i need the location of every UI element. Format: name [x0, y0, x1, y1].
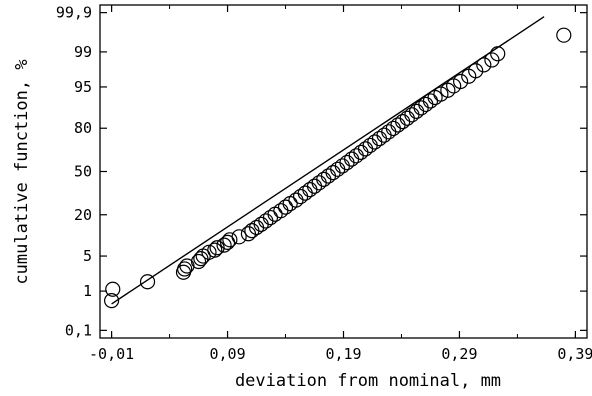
data-point — [422, 93, 439, 109]
data-point — [440, 82, 456, 98]
y-tick-label: 99,9 — [56, 4, 92, 22]
data-point — [413, 100, 429, 116]
data-point — [277, 199, 294, 215]
data-point — [490, 46, 506, 62]
data-point — [348, 148, 364, 164]
data-point — [209, 240, 225, 256]
data-point — [344, 151, 360, 167]
data-point — [484, 52, 500, 68]
data-point — [302, 182, 318, 198]
data-point — [222, 232, 238, 248]
data-point — [216, 237, 232, 253]
x-tick-label: 0,39 — [557, 345, 592, 363]
data-point — [105, 281, 121, 297]
y-tick-label: 95 — [74, 78, 92, 96]
x-axis-title: deviation from nominal, mm — [235, 371, 501, 391]
data-point — [311, 175, 327, 191]
y-tick-label: 99 — [74, 43, 92, 61]
data-point — [330, 161, 346, 177]
data-point — [258, 213, 274, 229]
data-point — [381, 124, 397, 140]
data-point — [306, 178, 323, 194]
plot-area-border — [99, 4, 588, 339]
data-point — [371, 130, 388, 147]
data-point — [418, 96, 434, 113]
data-point — [262, 209, 279, 226]
plot-frame — [99, 4, 588, 339]
data-point — [334, 158, 350, 174]
data-point — [353, 144, 369, 160]
data-point — [339, 154, 355, 171]
data-point — [453, 73, 469, 90]
x-tick-label: -0,01 — [89, 345, 134, 363]
y-tick-label: 80 — [74, 119, 92, 137]
data-point — [240, 226, 257, 242]
data-point — [408, 103, 425, 119]
data-point — [476, 57, 492, 73]
data-point — [357, 141, 374, 157]
y-tick-label: 20 — [74, 206, 92, 224]
data-point — [316, 171, 332, 187]
data-point — [367, 134, 383, 150]
data-point — [556, 27, 572, 43]
data-point — [390, 117, 406, 133]
data-point — [399, 110, 415, 126]
y-tick-label: 50 — [74, 163, 92, 181]
data-point — [404, 107, 420, 123]
data-point — [103, 293, 120, 309]
data-point — [297, 185, 313, 201]
y-axis-title: cumulative function, % — [12, 59, 32, 284]
data-point — [207, 242, 223, 258]
data-point — [468, 63, 484, 79]
x-tick-label: 0,19 — [325, 345, 361, 363]
data-point — [320, 168, 337, 184]
data-point — [231, 229, 247, 245]
data-point — [139, 274, 156, 290]
x-axis-ticks: -0,01 0,09 0,19 0,29 0,39 — [89, 5, 592, 363]
data-point — [292, 188, 309, 205]
data-point — [177, 261, 193, 277]
data-point — [395, 114, 411, 130]
y-axis-ticks: 0,1 1 5 20 50 80 95 99 99,9 — [56, 4, 587, 339]
y-tick-label: 5 — [83, 247, 92, 265]
y-tick-label: 1 — [83, 282, 92, 300]
data-point — [376, 127, 392, 143]
data-point — [190, 253, 207, 270]
x-tick-label: 0,29 — [441, 345, 477, 363]
data-points-group — [103, 27, 572, 309]
data-point — [244, 223, 260, 239]
y-tick-label: 0,1 — [65, 321, 92, 339]
data-point — [253, 216, 269, 232]
data-point — [433, 86, 449, 102]
x-tick-label: 0,09 — [209, 345, 245, 363]
data-point — [362, 137, 378, 154]
data-point — [385, 120, 401, 137]
data-point — [325, 165, 341, 181]
